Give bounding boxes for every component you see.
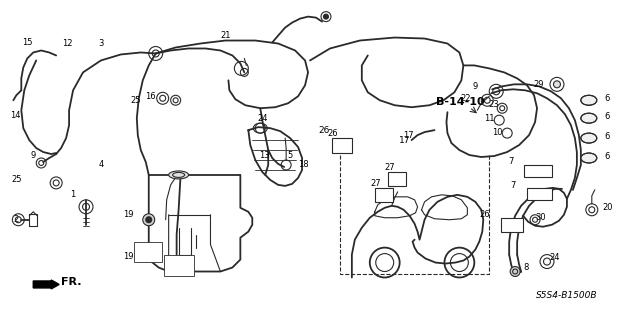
Text: 17: 17 xyxy=(399,136,410,145)
Text: 11: 11 xyxy=(484,114,495,123)
Text: 19: 19 xyxy=(124,252,134,261)
Circle shape xyxy=(510,267,520,277)
Text: 14: 14 xyxy=(10,111,20,120)
Bar xyxy=(164,255,193,277)
Circle shape xyxy=(554,81,561,88)
Text: FR.: FR. xyxy=(61,278,82,287)
Ellipse shape xyxy=(581,113,596,123)
Circle shape xyxy=(323,14,328,19)
Text: 1: 1 xyxy=(70,190,76,199)
Text: 27: 27 xyxy=(385,163,395,173)
Circle shape xyxy=(146,217,152,223)
Text: 7: 7 xyxy=(508,158,514,167)
Bar xyxy=(524,165,552,177)
Text: 8: 8 xyxy=(524,263,529,272)
Text: 13: 13 xyxy=(259,151,269,160)
Text: 12: 12 xyxy=(62,39,72,48)
Ellipse shape xyxy=(169,171,189,179)
Text: 27: 27 xyxy=(371,179,381,189)
Text: 4: 4 xyxy=(99,160,104,169)
Text: 6: 6 xyxy=(604,132,609,141)
Bar xyxy=(501,218,523,232)
Text: 28: 28 xyxy=(163,257,174,266)
Text: 16: 16 xyxy=(145,92,156,101)
Text: 29: 29 xyxy=(534,80,544,89)
Bar xyxy=(375,188,393,202)
Text: B-14-10: B-14-10 xyxy=(436,97,484,107)
Ellipse shape xyxy=(581,133,596,143)
Ellipse shape xyxy=(581,153,596,163)
Bar xyxy=(134,241,162,262)
Text: 25: 25 xyxy=(11,175,22,184)
Text: 3: 3 xyxy=(99,39,104,48)
Text: 30: 30 xyxy=(536,213,547,222)
Text: 19: 19 xyxy=(124,210,134,219)
Text: 24: 24 xyxy=(257,114,268,123)
Text: 7: 7 xyxy=(511,182,516,190)
Circle shape xyxy=(143,214,155,226)
Ellipse shape xyxy=(581,95,596,105)
Bar xyxy=(388,172,406,186)
FancyArrow shape xyxy=(33,280,59,289)
Text: 18: 18 xyxy=(298,160,308,169)
Text: 2: 2 xyxy=(13,215,19,224)
Text: 20: 20 xyxy=(602,203,613,212)
Text: 15: 15 xyxy=(22,38,33,47)
Text: 9: 9 xyxy=(31,151,36,160)
Text: 22: 22 xyxy=(460,94,470,103)
Text: 10: 10 xyxy=(492,128,502,137)
Text: 6: 6 xyxy=(604,94,609,103)
Text: 26: 26 xyxy=(319,126,330,135)
Text: 21: 21 xyxy=(220,31,230,40)
Text: S5S4-B1500B: S5S4-B1500B xyxy=(536,291,598,300)
Text: 26: 26 xyxy=(328,129,339,137)
Text: 24: 24 xyxy=(550,253,560,262)
Text: 26: 26 xyxy=(479,210,490,219)
Bar xyxy=(332,138,352,153)
Text: 6: 6 xyxy=(604,112,609,121)
Text: 17: 17 xyxy=(403,130,414,140)
Bar xyxy=(527,188,552,200)
Text: 23: 23 xyxy=(488,100,499,109)
Text: 6: 6 xyxy=(604,152,609,160)
Text: 5: 5 xyxy=(287,151,292,160)
Text: 9: 9 xyxy=(473,82,478,91)
Text: 25: 25 xyxy=(131,96,141,105)
